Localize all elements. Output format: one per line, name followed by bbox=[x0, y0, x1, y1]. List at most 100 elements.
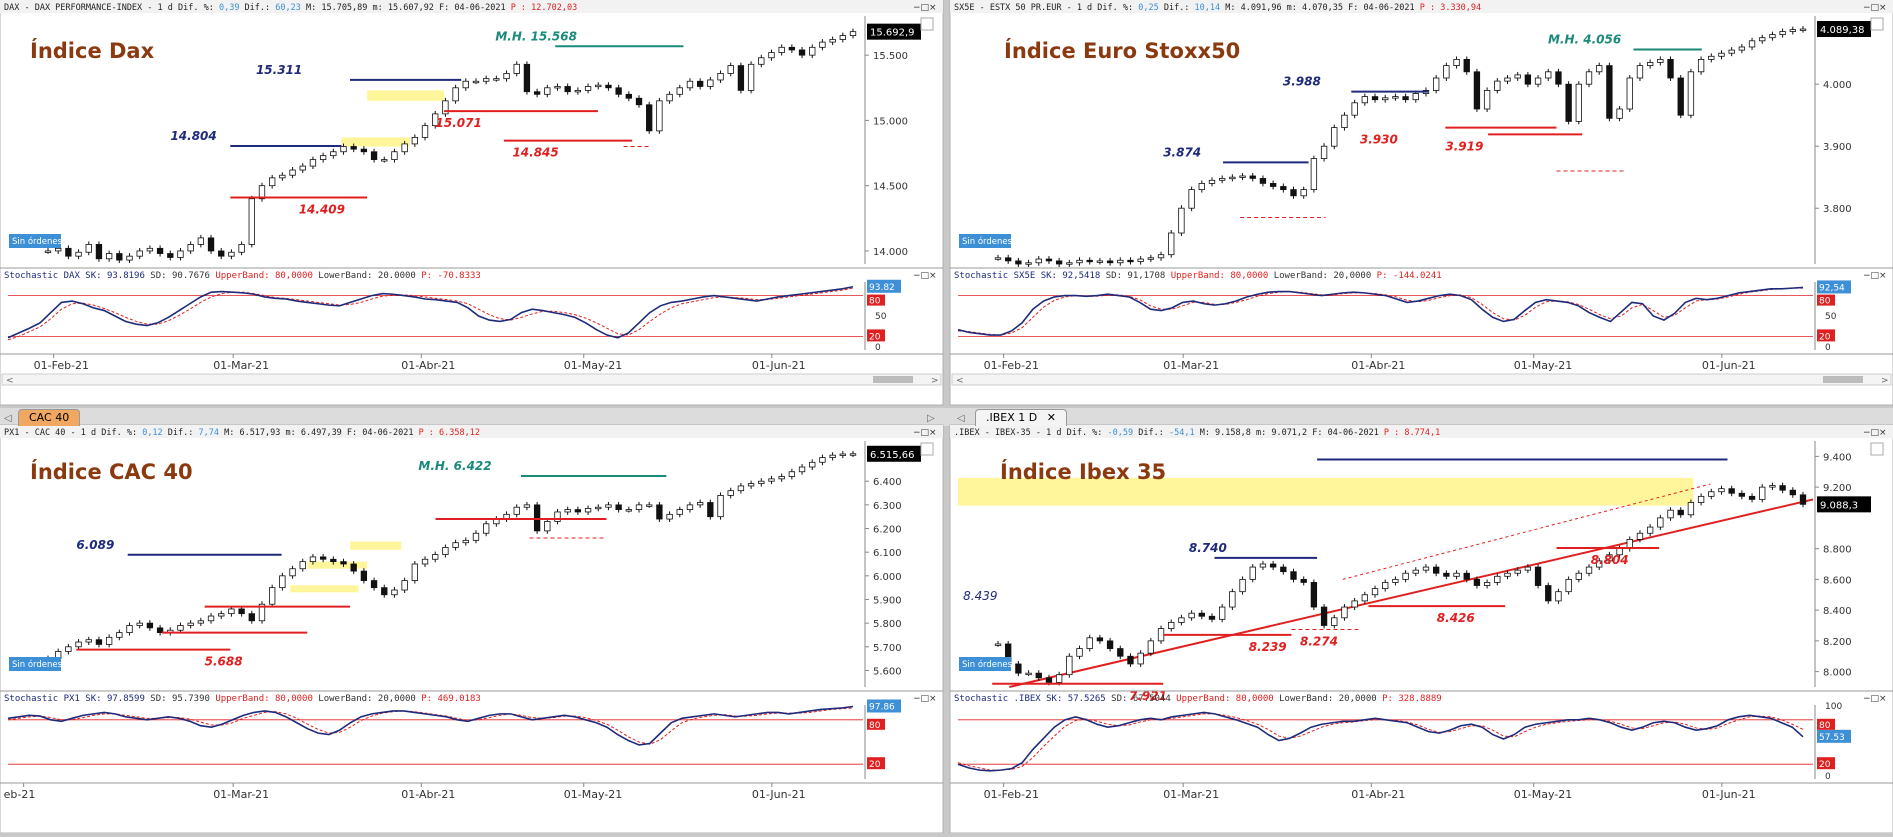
candle bbox=[350, 146, 357, 150]
candle bbox=[768, 478, 775, 482]
panel-options-icon[interactable] bbox=[1870, 17, 1884, 31]
candle bbox=[1616, 108, 1623, 119]
candle bbox=[238, 244, 245, 253]
stoch-header-lb: LowerBand: 20,0000 bbox=[313, 694, 416, 704]
candle bbox=[452, 542, 459, 548]
scrollbar-thumb[interactable] bbox=[1823, 376, 1863, 383]
candle bbox=[442, 547, 449, 555]
candle bbox=[1035, 258, 1042, 264]
stoch-k-tag bbox=[867, 699, 901, 713]
candle bbox=[1341, 114, 1348, 128]
candle bbox=[289, 169, 296, 176]
candle bbox=[1636, 65, 1644, 79]
header-text: DAX - DAX PERFORMANCE-INDEX - 1 d Dif. %… bbox=[4, 3, 577, 13]
orders-badge[interactable]: Sin órdenes bbox=[9, 234, 63, 248]
price-tick-label: 6.400 bbox=[873, 477, 902, 488]
support-label: 5.688 bbox=[205, 655, 243, 669]
candle bbox=[432, 113, 439, 127]
candles bbox=[44, 28, 857, 264]
candle bbox=[544, 521, 551, 532]
stoch-window-controls-icon[interactable]: −□× bbox=[913, 271, 937, 281]
tab-scroll-left-icon[interactable]: ◁ bbox=[4, 413, 12, 424]
orders-badge[interactable]: Sin órdenes bbox=[9, 657, 63, 671]
candle bbox=[75, 641, 82, 648]
stoch-window-controls-icon[interactable]: −□× bbox=[1863, 271, 1887, 281]
candle bbox=[1178, 617, 1185, 623]
horizontal-scrollbar[interactable] bbox=[951, 373, 1892, 386]
window-controls-icon[interactable]: −□× bbox=[1863, 428, 1887, 438]
date-label: 01-Jun-21 bbox=[752, 359, 806, 372]
candle bbox=[1392, 578, 1399, 583]
candle bbox=[1208, 615, 1216, 620]
badge-box bbox=[959, 234, 1011, 248]
close-icon[interactable]: ✕ bbox=[1046, 411, 1056, 424]
tab-scroll-right-icon[interactable]: ▷ bbox=[927, 413, 935, 424]
stoch-lower-value: 20 bbox=[869, 332, 881, 342]
window-controls-icon[interactable]: −□× bbox=[913, 428, 937, 438]
tab-ibex[interactable]: .IBEX 1 D ✕ bbox=[975, 409, 1067, 426]
stoch-upper-value: 80 bbox=[1819, 297, 1831, 307]
candle bbox=[1657, 517, 1664, 528]
stoch-window-controls-icon[interactable]: −□× bbox=[1863, 694, 1887, 704]
horizontal-scrollbar[interactable] bbox=[1, 373, 942, 386]
support-label: 8.804 bbox=[1591, 553, 1629, 567]
scroll-right-icon[interactable]: > bbox=[931, 376, 939, 386]
scrollbar-thumb[interactable] bbox=[873, 376, 913, 383]
resistance-label: 14.804 bbox=[170, 129, 216, 143]
header-bar bbox=[0, 0, 943, 13]
chart-header: PX1 - CAC 40 - 1 d Dif. %: 0,12 Dif.: 7,… bbox=[0, 425, 943, 438]
candle bbox=[1015, 663, 1022, 674]
candle bbox=[1748, 40, 1756, 48]
panel-options-icon[interactable] bbox=[920, 17, 934, 31]
stoch-header: Stochastic PX1 SK: 97.8599 SD: 95.7390 U… bbox=[4, 694, 481, 704]
panel-options-icon[interactable] bbox=[920, 442, 934, 456]
orders-badge[interactable]: Sin órdenes bbox=[959, 657, 1013, 671]
tab-ibex-label: .IBEX 1 D bbox=[986, 411, 1038, 424]
candle bbox=[187, 244, 194, 252]
scroll-left-icon[interactable]: < bbox=[6, 376, 14, 386]
window-controls-icon[interactable]: −□× bbox=[913, 3, 937, 13]
date-label: 01-Feb-21 bbox=[984, 788, 1039, 801]
price-axis: 6.400 6.300 6.200 6.100 6.000 5.900 5.800 5.700… bbox=[864, 441, 902, 687]
candle bbox=[1514, 74, 1521, 79]
candle bbox=[1117, 648, 1124, 657]
stoch-upper-value: 80 bbox=[869, 721, 881, 731]
stoch-window-controls-icon[interactable]: −□× bbox=[913, 694, 937, 704]
tab-scroll-left-icon-2[interactable]: ◁ bbox=[957, 413, 965, 424]
stoch-lower-tag bbox=[867, 329, 885, 342]
scroll-left-icon[interactable]: < bbox=[956, 376, 964, 386]
candle bbox=[1779, 31, 1786, 35]
candle bbox=[656, 504, 663, 520]
scroll-right-icon[interactable]: > bbox=[1881, 376, 1889, 386]
stoch-header-p: P: 469.0183 bbox=[416, 694, 481, 704]
candle bbox=[1596, 560, 1603, 568]
orders-badge[interactable]: Sin órdenes bbox=[959, 234, 1013, 248]
badge-label: Sin órdenes bbox=[962, 236, 1013, 247]
candle bbox=[1127, 259, 1134, 263]
candle bbox=[1259, 563, 1267, 568]
tab-cac40[interactable]: CAC 40 bbox=[18, 409, 81, 426]
price-axis: 9.400 9.200 8.800 8.600 8.400 8.200 8.000 bbox=[1814, 441, 1852, 687]
candle bbox=[126, 625, 133, 633]
window-controls-icon[interactable]: −□× bbox=[1863, 3, 1887, 13]
price-tick-label: 6.200 bbox=[873, 525, 902, 536]
candle bbox=[197, 620, 205, 624]
stoch-upper-tag bbox=[1817, 718, 1835, 730]
candle bbox=[1341, 606, 1348, 619]
stoch-header-lb: LowerBand: 20,0000 bbox=[1268, 271, 1371, 281]
price-tick-label: 6.300 bbox=[873, 501, 902, 512]
candle bbox=[105, 636, 113, 645]
candle bbox=[584, 86, 592, 91]
candle bbox=[1779, 485, 1786, 491]
stoch-header-sd: SD: 91,1708 bbox=[1100, 271, 1165, 281]
panel-options-icon[interactable] bbox=[1870, 442, 1884, 456]
header-p: P : 12.702,03 bbox=[506, 3, 578, 13]
price-tick-label: 9.200 bbox=[1823, 483, 1852, 494]
candle bbox=[1494, 575, 1501, 583]
candle bbox=[1473, 71, 1481, 110]
stoch-lower-value: 20 bbox=[1819, 760, 1831, 770]
candle bbox=[1055, 260, 1063, 265]
resistance-label: 6.089 bbox=[76, 538, 114, 552]
candle bbox=[574, 90, 582, 93]
